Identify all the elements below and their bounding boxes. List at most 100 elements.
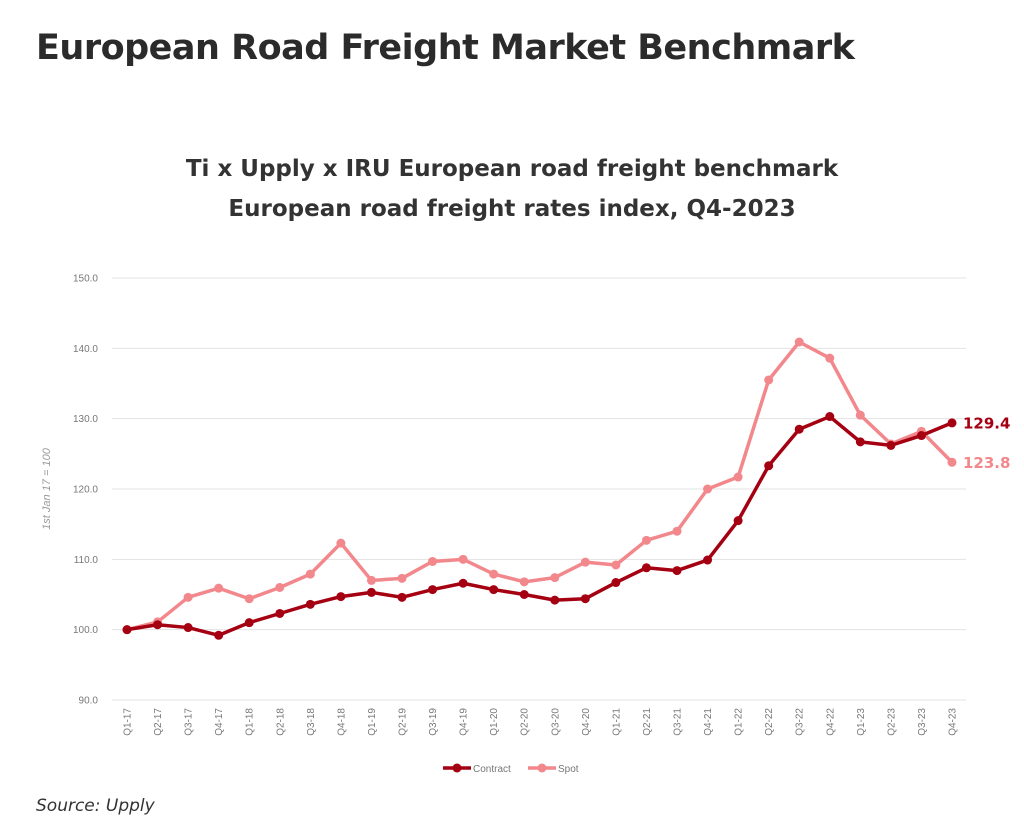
data-point (458, 578, 468, 588)
data-point (672, 566, 682, 576)
data-point (703, 484, 713, 494)
y-tick-label: 90.0 (79, 696, 99, 707)
data-point (703, 555, 713, 565)
data-point (305, 599, 315, 609)
chart-title: Ti x Upply x IRU European road freight b… (185, 156, 839, 182)
x-tick-label: Q1-17 (123, 708, 134, 736)
data-point (183, 623, 193, 633)
data-point (947, 457, 957, 467)
x-tick-label: Q2-17 (153, 708, 164, 736)
data-point (886, 440, 896, 450)
x-tick-label: Q1-21 (611, 708, 622, 736)
data-point (825, 353, 835, 363)
y-axis-label: 1st Jan 17 = 100 (41, 447, 53, 530)
data-point (580, 557, 590, 567)
data-point (733, 472, 743, 482)
x-tick-label: Q2-19 (398, 708, 409, 736)
data-point (366, 587, 376, 597)
x-tick-label: Q1-23 (856, 708, 867, 736)
data-point (336, 538, 346, 548)
data-point (214, 630, 224, 640)
y-tick-label: 120.0 (73, 485, 98, 496)
x-tick-label: Q3-21 (673, 708, 684, 736)
data-point (672, 526, 682, 536)
data-point (794, 337, 804, 347)
data-point (733, 516, 743, 526)
page-title: European Road Freight Market Benchmark (36, 28, 855, 68)
data-point (519, 577, 529, 587)
legend-item-contract: Contract (443, 763, 511, 775)
x-tick-label: Q2-22 (764, 708, 775, 736)
data-point (611, 578, 621, 588)
data-point (580, 594, 590, 604)
data-point (275, 582, 285, 592)
series-contract: 129.4 (122, 412, 1010, 640)
end-value-label: 123.8 (963, 454, 1010, 472)
x-tick-label: Q4-19 (459, 708, 470, 736)
series-spot: 123.8 (122, 337, 1010, 635)
data-point (183, 592, 193, 602)
data-point (244, 618, 254, 628)
x-tick-label: Q3-22 (795, 708, 806, 736)
x-tick-label: Q3-20 (550, 708, 561, 736)
x-tick-label: Q3-19 (428, 708, 439, 736)
source-note: Source: Upply (36, 796, 155, 816)
end-value-label: 129.4 (963, 414, 1010, 432)
x-tick-label: Q3-17 (184, 708, 195, 736)
data-point (855, 410, 865, 420)
y-tick-label: 140.0 (73, 344, 98, 355)
x-tick-label: Q1-22 (734, 708, 745, 736)
data-point (794, 424, 804, 434)
x-tick-label: Q4-21 (703, 708, 714, 736)
x-tick-label: Q1-19 (367, 708, 378, 736)
x-tick-label: Q4-22 (825, 708, 836, 736)
legend-item-spot: Spot (528, 763, 579, 775)
data-point (550, 573, 560, 583)
x-tick-label: Q4-18 (336, 708, 347, 736)
data-point (519, 590, 529, 599)
data-point (153, 620, 163, 630)
data-point (458, 554, 468, 564)
data-point (947, 418, 957, 428)
legend-marker (537, 763, 547, 773)
data-point (764, 375, 774, 385)
data-point (428, 585, 438, 595)
x-tick-label: Q2-20 (520, 708, 531, 736)
data-point (305, 569, 315, 579)
y-tick-label: 130.0 (73, 414, 98, 425)
y-tick-label: 150.0 (73, 274, 98, 285)
data-point (855, 437, 865, 447)
data-point (366, 575, 376, 585)
x-tick-label: Q3-18 (306, 708, 317, 736)
data-point (214, 583, 224, 593)
legend-marker (452, 763, 462, 773)
x-tick-label: Q3-23 (917, 708, 928, 736)
data-point (244, 594, 254, 604)
y-tick-label: 110.0 (74, 555, 99, 566)
x-tick-label: Q1-20 (489, 708, 500, 736)
x-tick-label: Q4-20 (581, 708, 592, 736)
data-point (641, 535, 651, 545)
data-point (122, 625, 132, 635)
data-point (641, 563, 651, 573)
data-point (764, 461, 774, 471)
data-point (397, 573, 407, 583)
data-point (275, 608, 285, 618)
y-tick-label: 100.0 (73, 625, 98, 636)
legend-label: Spot (558, 764, 579, 775)
x-tick-label: Q2-18 (275, 708, 286, 736)
data-point (428, 556, 438, 566)
chart-subtitle: European road freight rates index, Q4-20… (228, 196, 796, 222)
x-tick-label: Q2-23 (886, 708, 897, 736)
data-point (397, 592, 407, 602)
x-tick-label: Q4-23 (948, 708, 959, 736)
data-point (489, 569, 499, 579)
data-point (611, 560, 621, 570)
data-point (550, 595, 560, 605)
series-line (126, 414, 953, 638)
data-point (336, 592, 346, 602)
data-point (489, 585, 499, 595)
legend-label: Contract (473, 764, 511, 775)
series-line (126, 340, 954, 632)
